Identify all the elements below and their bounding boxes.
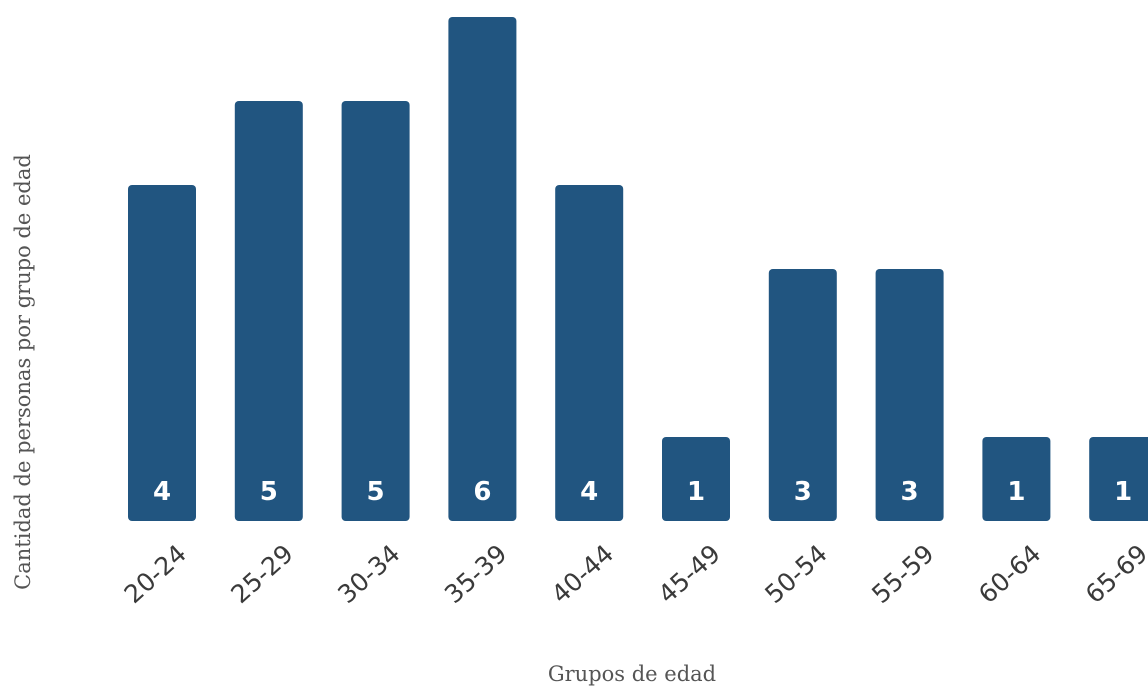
x-tick-label: 55-59 [866, 539, 939, 609]
x-tick-label: 65-69 [1080, 539, 1148, 609]
bar-value-label: 3 [901, 477, 919, 507]
x-tick-label: 25-29 [225, 539, 298, 609]
x-tick-label: 40-44 [546, 539, 619, 609]
x-tick-label: 35-39 [439, 539, 512, 609]
x-tick-label: 45-49 [653, 539, 726, 609]
x-tick-labels: 20-24 25-29 30-34 35-39 40-44 45-49 50-54 55-59… [119, 539, 1148, 609]
bar-55-59 [875, 269, 944, 521]
bar-20-24 [128, 185, 196, 521]
bar-value-label: 5 [367, 477, 385, 507]
bar-value-label: 4 [580, 477, 598, 507]
y-axis-title: Cantidad de personas por grupo de edad [11, 154, 35, 590]
bar-value-label: 1 [687, 477, 705, 507]
bars-layer [128, 17, 1148, 521]
bar-labels-layer: 4 5 5 6 4 1 3 3 1 1 [153, 477, 1132, 507]
bar-65-69 [1089, 437, 1148, 521]
bar-40-44 [555, 185, 624, 521]
bar-value-label: 1 [1114, 477, 1132, 507]
x-tick-label: 30-34 [332, 539, 405, 609]
x-tick-label: 60-64 [973, 539, 1046, 609]
bar-25-29 [234, 101, 303, 521]
x-tick-label: 20-24 [119, 539, 192, 609]
bar-value-label: 5 [260, 477, 278, 507]
x-tick-label: 50-54 [759, 539, 832, 609]
bar-35-39 [448, 17, 517, 521]
bar-50-54 [768, 269, 837, 521]
bar-30-34 [341, 101, 410, 521]
bar-value-label: 6 [473, 477, 491, 507]
bar-value-label: 4 [153, 477, 171, 507]
bar-value-label: 3 [794, 477, 812, 507]
x-axis-title: Grupos de edad [548, 662, 716, 686]
bar-60-64 [982, 437, 1051, 521]
bar-value-label: 1 [1007, 477, 1025, 507]
bar-45-49 [662, 437, 730, 521]
